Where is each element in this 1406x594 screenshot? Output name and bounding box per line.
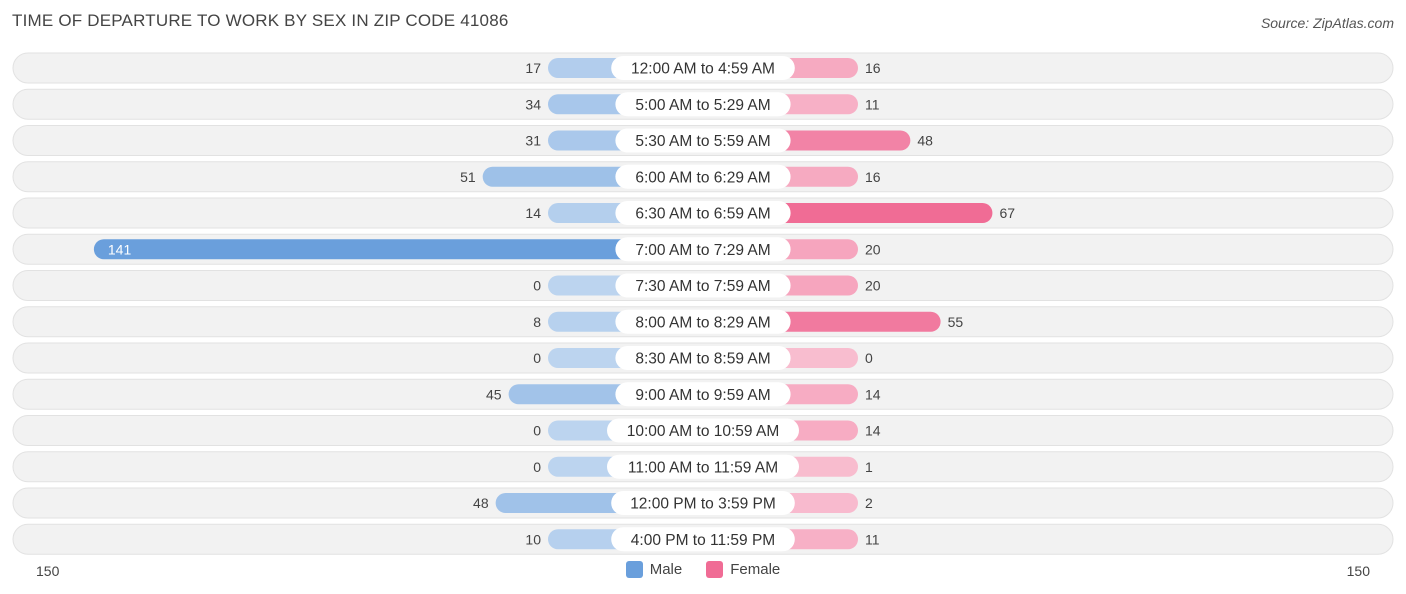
- category-label-pill: [615, 346, 791, 370]
- category-label-pill: [615, 237, 791, 262]
- category-label-pill: [615, 273, 791, 298]
- male-value-label: 10: [525, 531, 541, 547]
- female-value-label: 11: [865, 531, 880, 547]
- male-value-label: 8: [533, 314, 541, 330]
- category-label: 11:00 AM to 11:59 AM: [628, 459, 778, 476]
- male-value-label: 0: [533, 350, 541, 366]
- male-value-label: 17: [525, 60, 541, 76]
- category-label-pill: [611, 56, 795, 80]
- legend-label-female: Female: [730, 561, 781, 578]
- category-label-pill: [611, 491, 795, 515]
- category-label: 8:00 AM to 8:29 AM: [635, 314, 770, 331]
- male-value-label: 51: [460, 169, 476, 185]
- category-label-pill: [607, 454, 799, 479]
- female-value-label: 0: [865, 350, 873, 366]
- female-value-label: 55: [948, 314, 964, 330]
- legend: Male Female: [0, 561, 1406, 578]
- legend-label-male: Male: [649, 561, 683, 578]
- category-label-pill: [611, 527, 795, 552]
- female-value-label: 11: [865, 96, 880, 112]
- female-value-label: 20: [865, 278, 881, 294]
- category-label-pill: [615, 92, 791, 117]
- category-label: 4:00 PM to 11:59 PM: [631, 532, 775, 549]
- axis-left-label: 150: [36, 563, 60, 579]
- category-label-pill: [615, 382, 791, 407]
- female-value-label: 14: [865, 423, 881, 439]
- source-label: Source: ZipAtlas.com: [1260, 15, 1394, 31]
- category-label: 5:30 AM to 5:59 AM: [635, 133, 770, 150]
- category-label: 7:30 AM to 7:59 AM: [635, 278, 770, 295]
- legend-swatch-female: [706, 561, 724, 578]
- category-label: 12:00 PM to 3:59 PM: [630, 496, 776, 513]
- female-value-label: 48: [917, 133, 933, 149]
- category-label-pill: [615, 164, 791, 189]
- category-label: 6:30 AM to 6:59 AM: [635, 206, 770, 223]
- legend-item-male[interactable]: Male: [625, 561, 683, 578]
- male-value-label: 141: [108, 241, 132, 257]
- category-label: 5:00 AM to 5:29 AM: [635, 97, 770, 114]
- female-value-label: 16: [865, 60, 881, 76]
- female-value-label: 14: [865, 386, 881, 402]
- female-value-label: 67: [999, 205, 1015, 221]
- male-value-label: 0: [533, 459, 541, 475]
- female-value-label: 16: [865, 169, 881, 185]
- male-value-label: 0: [533, 278, 541, 294]
- male-value-label: 14: [525, 205, 541, 221]
- category-label: 8:30 AM to 8:59 AM: [635, 351, 770, 368]
- male-bar: [93, 239, 703, 260]
- female-value-label: 2: [865, 495, 873, 511]
- category-label: 7:00 AM to 7:29 AM: [635, 242, 770, 259]
- category-label: 9:00 AM to 9:59 AM: [635, 387, 770, 404]
- male-value-label: 34: [525, 96, 541, 112]
- legend-swatch-male: [625, 561, 643, 578]
- category-label: 12:00 AM to 4:59 AM: [631, 61, 775, 78]
- male-value-label: 45: [486, 386, 502, 402]
- category-label-pill: [615, 309, 791, 334]
- legend-item-female[interactable]: Female: [706, 561, 780, 578]
- chart-title: TIME OF DEPARTURE TO WORK BY SEX IN ZIP …: [12, 11, 509, 30]
- category-label: 10:00 AM to 10:59 AM: [627, 423, 780, 440]
- male-value-label: 48: [473, 495, 489, 511]
- category-label-pill: [615, 128, 791, 153]
- male-value-label: 31: [525, 133, 541, 149]
- category-label: 6:00 AM to 6:29 AM: [635, 169, 770, 186]
- category-label-pill: [607, 418, 799, 443]
- category-label-pill: [615, 201, 791, 225]
- axis-right-label: 150: [1346, 563, 1370, 579]
- female-value-label: 1: [865, 459, 873, 475]
- male-value-label: 0: [533, 423, 541, 439]
- female-value-label: 20: [865, 241, 881, 257]
- chart: 12:00 AM to 4:59 AM 17 16 5:00 AM to 5:29 A…: [12, 52, 1394, 555]
